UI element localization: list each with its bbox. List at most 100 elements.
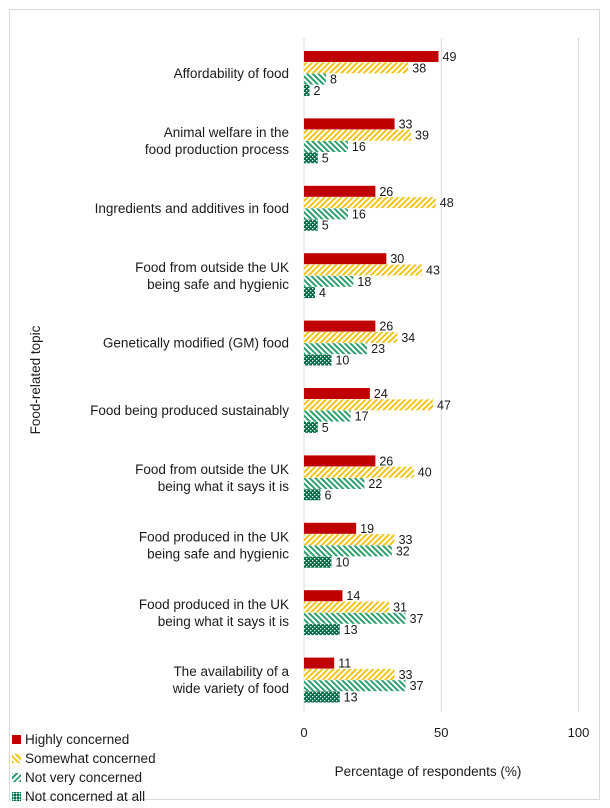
bar-somewhat-concerned: [304, 466, 414, 478]
bar-somewhat-concerned: [304, 601, 390, 613]
legend-label: Highly concerned: [25, 732, 130, 747]
bar-not-very-concerned: [304, 410, 351, 422]
y-axis-title: Food-related topic: [28, 325, 43, 434]
value-label: 10: [335, 556, 349, 570]
bar-somewhat-concerned: [304, 399, 434, 411]
category-label: Genetically modified (GM) food: [103, 336, 289, 351]
bar-highly-concerned: [304, 118, 395, 130]
bar-not-very-concerned: [304, 73, 326, 85]
bar-not-very-concerned: [304, 680, 406, 692]
value-label: 33: [399, 533, 413, 547]
value-label: 43: [426, 264, 440, 278]
bar-somewhat-concerned: [304, 197, 436, 209]
value-label: 16: [352, 140, 366, 154]
bar-not-concerned-at-all: [304, 152, 318, 164]
bar-not-very-concerned: [304, 343, 368, 355]
category-label: being safe and hygienic: [147, 546, 289, 561]
value-label: 5: [322, 151, 329, 165]
bar-highly-concerned: [304, 320, 376, 332]
value-label: 49: [443, 50, 457, 64]
bar-somewhat-concerned: [304, 331, 398, 343]
category-label: food production process: [145, 142, 289, 157]
category-label: Food produced in the UK: [139, 597, 289, 612]
value-label: 8: [330, 73, 337, 87]
value-label: 32: [396, 544, 410, 558]
value-label: 33: [399, 668, 413, 682]
chart-frame: [9, 9, 600, 800]
category-label: being what it says it is: [158, 614, 290, 629]
value-label: 16: [352, 207, 366, 221]
category-label: being what it says it is: [158, 479, 290, 494]
x-tick-label: 0: [300, 725, 307, 740]
bar-somewhat-concerned: [304, 129, 412, 141]
bar-highly-concerned: [304, 590, 343, 602]
bar-not-concerned-at-all: [304, 421, 318, 433]
value-label: 23: [371, 342, 385, 356]
bar-highly-concerned: [304, 522, 357, 534]
value-label: 37: [410, 679, 424, 693]
x-tick-label: 100: [568, 725, 590, 740]
value-label: 11: [338, 657, 351, 671]
bar-somewhat-concerned: [304, 264, 423, 276]
value-label: 4: [319, 286, 326, 300]
category-label: wide variety of food: [172, 681, 289, 696]
bar-not-very-concerned: [304, 612, 406, 624]
bar-not-very-concerned: [304, 208, 348, 220]
legend-label: Somewhat concerned: [25, 751, 156, 766]
value-label: 5: [322, 219, 329, 233]
legend-label: Not very concerned: [25, 770, 143, 785]
bar-highly-concerned: [304, 185, 376, 197]
bar-highly-concerned: [304, 657, 335, 669]
category-label: Food from outside the UK: [135, 260, 289, 275]
category-label: Food being produced sustainably: [90, 403, 289, 418]
category-label: Affordability of food: [174, 66, 289, 81]
value-label: 19: [360, 522, 374, 536]
value-label: 34: [401, 331, 415, 345]
bar-not-concerned-at-all: [304, 489, 321, 501]
value-label: 24: [374, 387, 388, 401]
value-label: 17: [355, 410, 369, 424]
bar-not-concerned-at-all: [304, 556, 332, 568]
value-label: 6: [324, 488, 331, 502]
value-label: 38: [412, 61, 426, 75]
value-label: 18: [357, 275, 371, 289]
value-label: 31: [393, 601, 407, 615]
legend-label: Not concerned at all: [25, 789, 146, 804]
value-label: 13: [344, 691, 358, 705]
value-label: 10: [335, 354, 349, 368]
category-label: being safe and hygienic: [147, 277, 289, 292]
category-label: Animal welfare in the: [164, 125, 289, 140]
bar-highly-concerned: [304, 455, 376, 467]
x-tick-label: 50: [434, 725, 448, 740]
value-label: 37: [410, 612, 424, 626]
bar-somewhat-concerned: [304, 534, 395, 546]
legend-swatch: [12, 773, 21, 782]
legend-item: Not concerned at all: [12, 787, 156, 806]
value-label: 2: [313, 84, 320, 98]
bar-not-concerned-at-all: [304, 84, 310, 96]
legend-item: Somewhat concerned: [12, 749, 156, 768]
legend-swatch: [12, 792, 21, 801]
value-label: 26: [379, 454, 393, 468]
value-label: 30: [390, 252, 404, 266]
value-label: 48: [440, 196, 454, 210]
value-label: 14: [346, 589, 360, 603]
value-label: 33: [399, 117, 413, 131]
legend-item: Highly concerned: [12, 730, 156, 749]
bar-highly-concerned: [304, 51, 439, 62]
value-label: 26: [379, 320, 393, 334]
legend: Highly concerned Somewhat concerned Not ve…: [12, 730, 156, 806]
value-label: 40: [418, 466, 432, 480]
value-label: 39: [415, 129, 429, 143]
value-label: 22: [368, 477, 382, 491]
value-label: 5: [322, 421, 329, 435]
x-axis-title: Percentage of respondents (%): [335, 764, 522, 779]
bar-not-very-concerned: [304, 478, 365, 489]
bar-not-concerned-at-all: [304, 354, 332, 366]
bar-somewhat-concerned: [304, 62, 409, 74]
value-label: 26: [379, 185, 393, 199]
category-label: Food produced in the UK: [139, 529, 289, 544]
value-label: 13: [344, 623, 358, 637]
legend-swatch: [12, 754, 21, 763]
